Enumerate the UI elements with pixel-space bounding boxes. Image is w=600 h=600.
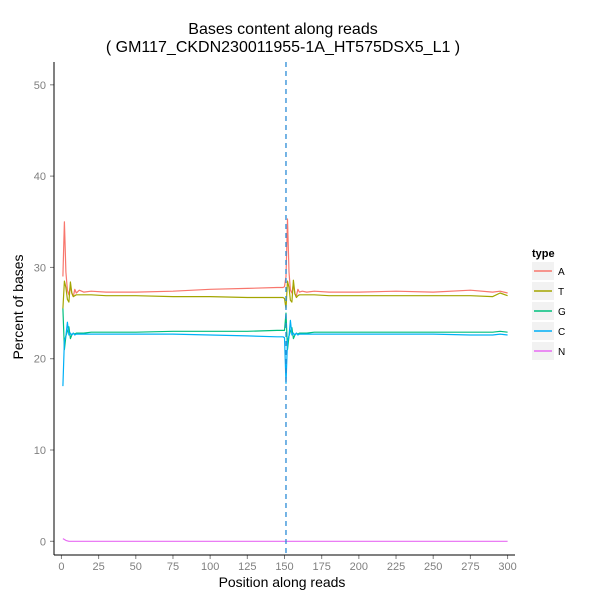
legend-title: type <box>532 248 555 260</box>
chart-subtitle: ( GM117_CKDN230011955-1A_HT575DSX5_L1 ) <box>106 39 460 56</box>
x-tick-label: 150 <box>275 561 293 573</box>
series-line-t <box>62 279 508 310</box>
x-tick-label: 0 <box>58 561 64 573</box>
y-tick-label: 50 <box>34 80 46 92</box>
legend-label-a: A <box>558 267 565 278</box>
x-tick-label: 100 <box>201 561 219 573</box>
x-tick-label: 175 <box>312 561 330 573</box>
y-tick-label: 30 <box>34 262 46 274</box>
y-tick-label: 0 <box>40 536 46 548</box>
legend-label-t: T <box>558 287 564 298</box>
plot-area <box>62 62 508 555</box>
x-tick-label: 125 <box>238 561 256 573</box>
x-tick-label: 250 <box>424 561 442 573</box>
y-axis-title: Percent of bases <box>10 254 26 359</box>
legend-label-c: C <box>558 327 565 338</box>
legend-label-g: G <box>558 307 566 318</box>
x-tick-label: 25 <box>92 561 104 573</box>
legend-label-n: N <box>558 347 565 358</box>
y-axis-ticks: 0 10 20 30 40 50 <box>34 80 54 548</box>
x-axis-title: Position along reads <box>219 574 346 590</box>
y-tick-label: 10 <box>34 445 46 457</box>
x-tick-label: 225 <box>387 561 405 573</box>
x-tick-label: 300 <box>498 561 516 573</box>
series-line-n <box>62 538 508 542</box>
x-tick-label: 275 <box>461 561 479 573</box>
x-axis-ticks: 0 25 50 75 100 125 150 175 200 225 250 275 300 <box>58 555 517 573</box>
x-tick-label: 200 <box>350 561 368 573</box>
chart-title: Bases content along reads <box>188 21 377 38</box>
y-tick-label: 40 <box>34 171 46 183</box>
series-line-c <box>62 319 508 387</box>
y-tick-label: 20 <box>34 354 46 366</box>
series-line-a <box>62 218 508 298</box>
x-tick-label: 75 <box>167 561 179 573</box>
x-tick-label: 50 <box>130 561 142 573</box>
